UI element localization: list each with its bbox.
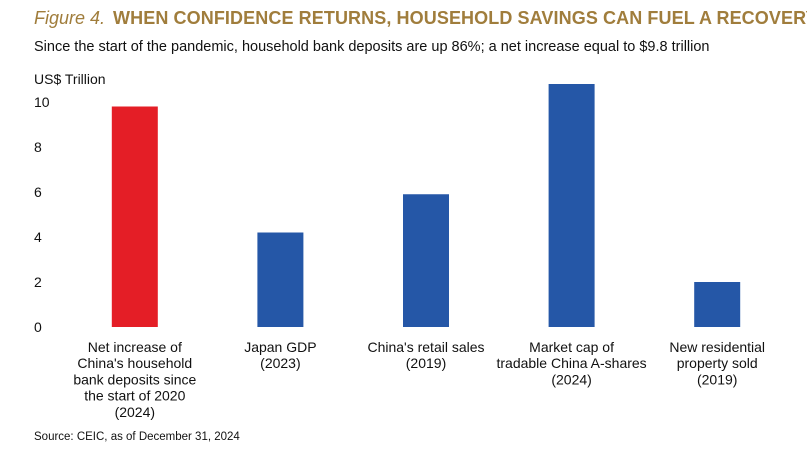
y-tick-label: 10	[34, 94, 50, 110]
y-axis-unit-label: US$ Trillion	[34, 71, 106, 87]
figure-title: Figure 4. WHEN CONFIDENCE RETURNS, HOUSEH…	[34, 8, 807, 29]
y-tick-label: 2	[34, 274, 42, 290]
figure-subtitle: Since the start of the pandemic, househo…	[34, 39, 710, 55]
y-tick-label: 4	[34, 229, 42, 245]
bar	[111, 106, 158, 327]
category-label: Net increase of China's household bank dep…	[73, 339, 196, 420]
category-label: New residential property sold (2019)	[669, 339, 765, 387]
category-label: China's retail sales (2019)	[367, 339, 484, 371]
y-tick-label: 0	[34, 319, 42, 335]
figure-number: Figure 4.	[34, 8, 106, 28]
bar	[548, 84, 595, 327]
source-note: Source: CEIC, as of December 31, 2024	[34, 431, 240, 443]
category-label: Japan GDP (2023)	[244, 339, 316, 371]
y-tick-label: 6	[34, 184, 42, 200]
bar	[694, 282, 741, 327]
y-tick-label: 8	[34, 139, 42, 155]
category-label: Market cap of tradable China A-shares (202…	[496, 339, 646, 387]
figure-headline: WHEN CONFIDENCE RETURNS, HOUSEHOLD SAVIN…	[113, 8, 807, 28]
bar	[403, 194, 449, 327]
bar	[257, 232, 304, 327]
